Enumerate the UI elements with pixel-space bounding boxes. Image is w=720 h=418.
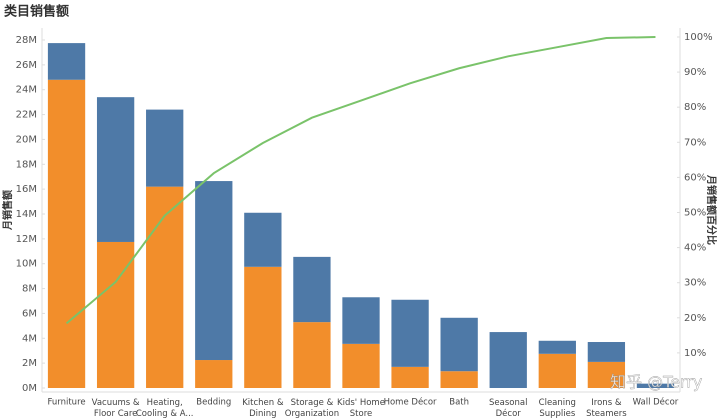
y2-tick-label: 90% xyxy=(684,67,706,78)
x-tick-label: Furniture xyxy=(47,398,85,408)
y2-tick-label: 50% xyxy=(684,208,706,219)
y-tick-label: 26M xyxy=(16,60,37,71)
x-tick-label: Irons & Steamers xyxy=(586,398,627,418)
y-tick-label: 10M xyxy=(16,259,37,270)
y2-tick-label: 20% xyxy=(684,313,706,324)
y2-tick-label: 30% xyxy=(684,278,706,289)
y2-tick-label: 40% xyxy=(684,243,706,254)
y-tick-label: 28M xyxy=(16,35,37,46)
bar-segment xyxy=(587,342,626,362)
bar-segment xyxy=(538,340,576,354)
chart-title: 类目销售额 xyxy=(4,4,69,20)
y2-tick-label: 60% xyxy=(684,172,706,183)
y-tick-label: 20M xyxy=(16,134,37,145)
bar-segment xyxy=(293,322,331,388)
bar-segment xyxy=(244,266,282,388)
bar-segment xyxy=(146,109,184,187)
bar-segment xyxy=(293,256,331,323)
x-tick-label: Cleaning Supplies xyxy=(539,398,576,418)
bar-segment xyxy=(538,353,576,388)
y2-tick-label: 100% xyxy=(684,32,713,43)
y-tick-label: 4M xyxy=(22,333,37,344)
x-tick-label: Kids' Home Store xyxy=(337,398,385,418)
x-tick-label: Heating, Cooling & A... xyxy=(136,398,194,418)
y2-tick-label: 10% xyxy=(684,348,706,359)
bar-segment xyxy=(391,299,429,367)
y2-tick-label: 70% xyxy=(684,137,706,148)
y2-tick-label: 80% xyxy=(684,102,706,113)
y-axis-title: 月销售额 xyxy=(1,190,14,231)
bar-segment xyxy=(391,366,429,388)
bar-segment xyxy=(587,361,626,388)
bar-segment xyxy=(440,371,478,388)
bar-segment xyxy=(440,317,478,372)
y-tick-label: 6M xyxy=(22,308,37,319)
bar-segment xyxy=(195,360,233,388)
bar-segment xyxy=(47,79,86,389)
y-tick-label: 2M xyxy=(22,358,37,369)
bar-segment xyxy=(96,97,135,242)
y-tick-label: 14M xyxy=(16,209,37,220)
bar-segment xyxy=(489,332,527,388)
watermark: 知乎 @Terry xyxy=(610,373,702,392)
bar-segment xyxy=(146,186,184,388)
y-tick-label: 16M xyxy=(16,184,37,195)
x-tick-label: Bedding xyxy=(196,398,231,408)
y-tick-label: 18M xyxy=(16,159,37,170)
x-tick-label: Home Décor xyxy=(384,397,437,408)
bar-segment xyxy=(195,181,233,361)
x-tick-label: Vacuums & Floor Care xyxy=(92,398,140,418)
cumulative-line xyxy=(65,36,656,325)
y-tick-label: 8M xyxy=(22,284,37,295)
y2-axis-title: 月销售额百分比 xyxy=(705,174,718,245)
x-tick-label: Wall Décor xyxy=(633,397,679,408)
y-tick-label: 12M xyxy=(16,234,37,245)
bar-segment xyxy=(47,43,86,80)
x-tick-label: Kitchen & Dining xyxy=(242,398,284,418)
x-tick-label: Bath xyxy=(449,398,469,408)
bar-segment xyxy=(342,343,380,388)
y-tick-label: 22M xyxy=(16,110,37,121)
y-tick-label: 24M xyxy=(16,85,37,96)
plot: 0M 2M 4M 6M 8M 10M 12M 14M 16M 18M 20M 22M 24M 26M 28M… xyxy=(16,32,713,418)
bar-segment xyxy=(244,212,282,267)
bar-segment xyxy=(342,297,380,344)
bar-segment xyxy=(636,383,675,388)
x-tick-label: Seasonal Décor xyxy=(489,398,527,418)
x-tick-label: Storage & Organization xyxy=(285,398,339,418)
y-tick-label: 0M xyxy=(22,383,37,394)
